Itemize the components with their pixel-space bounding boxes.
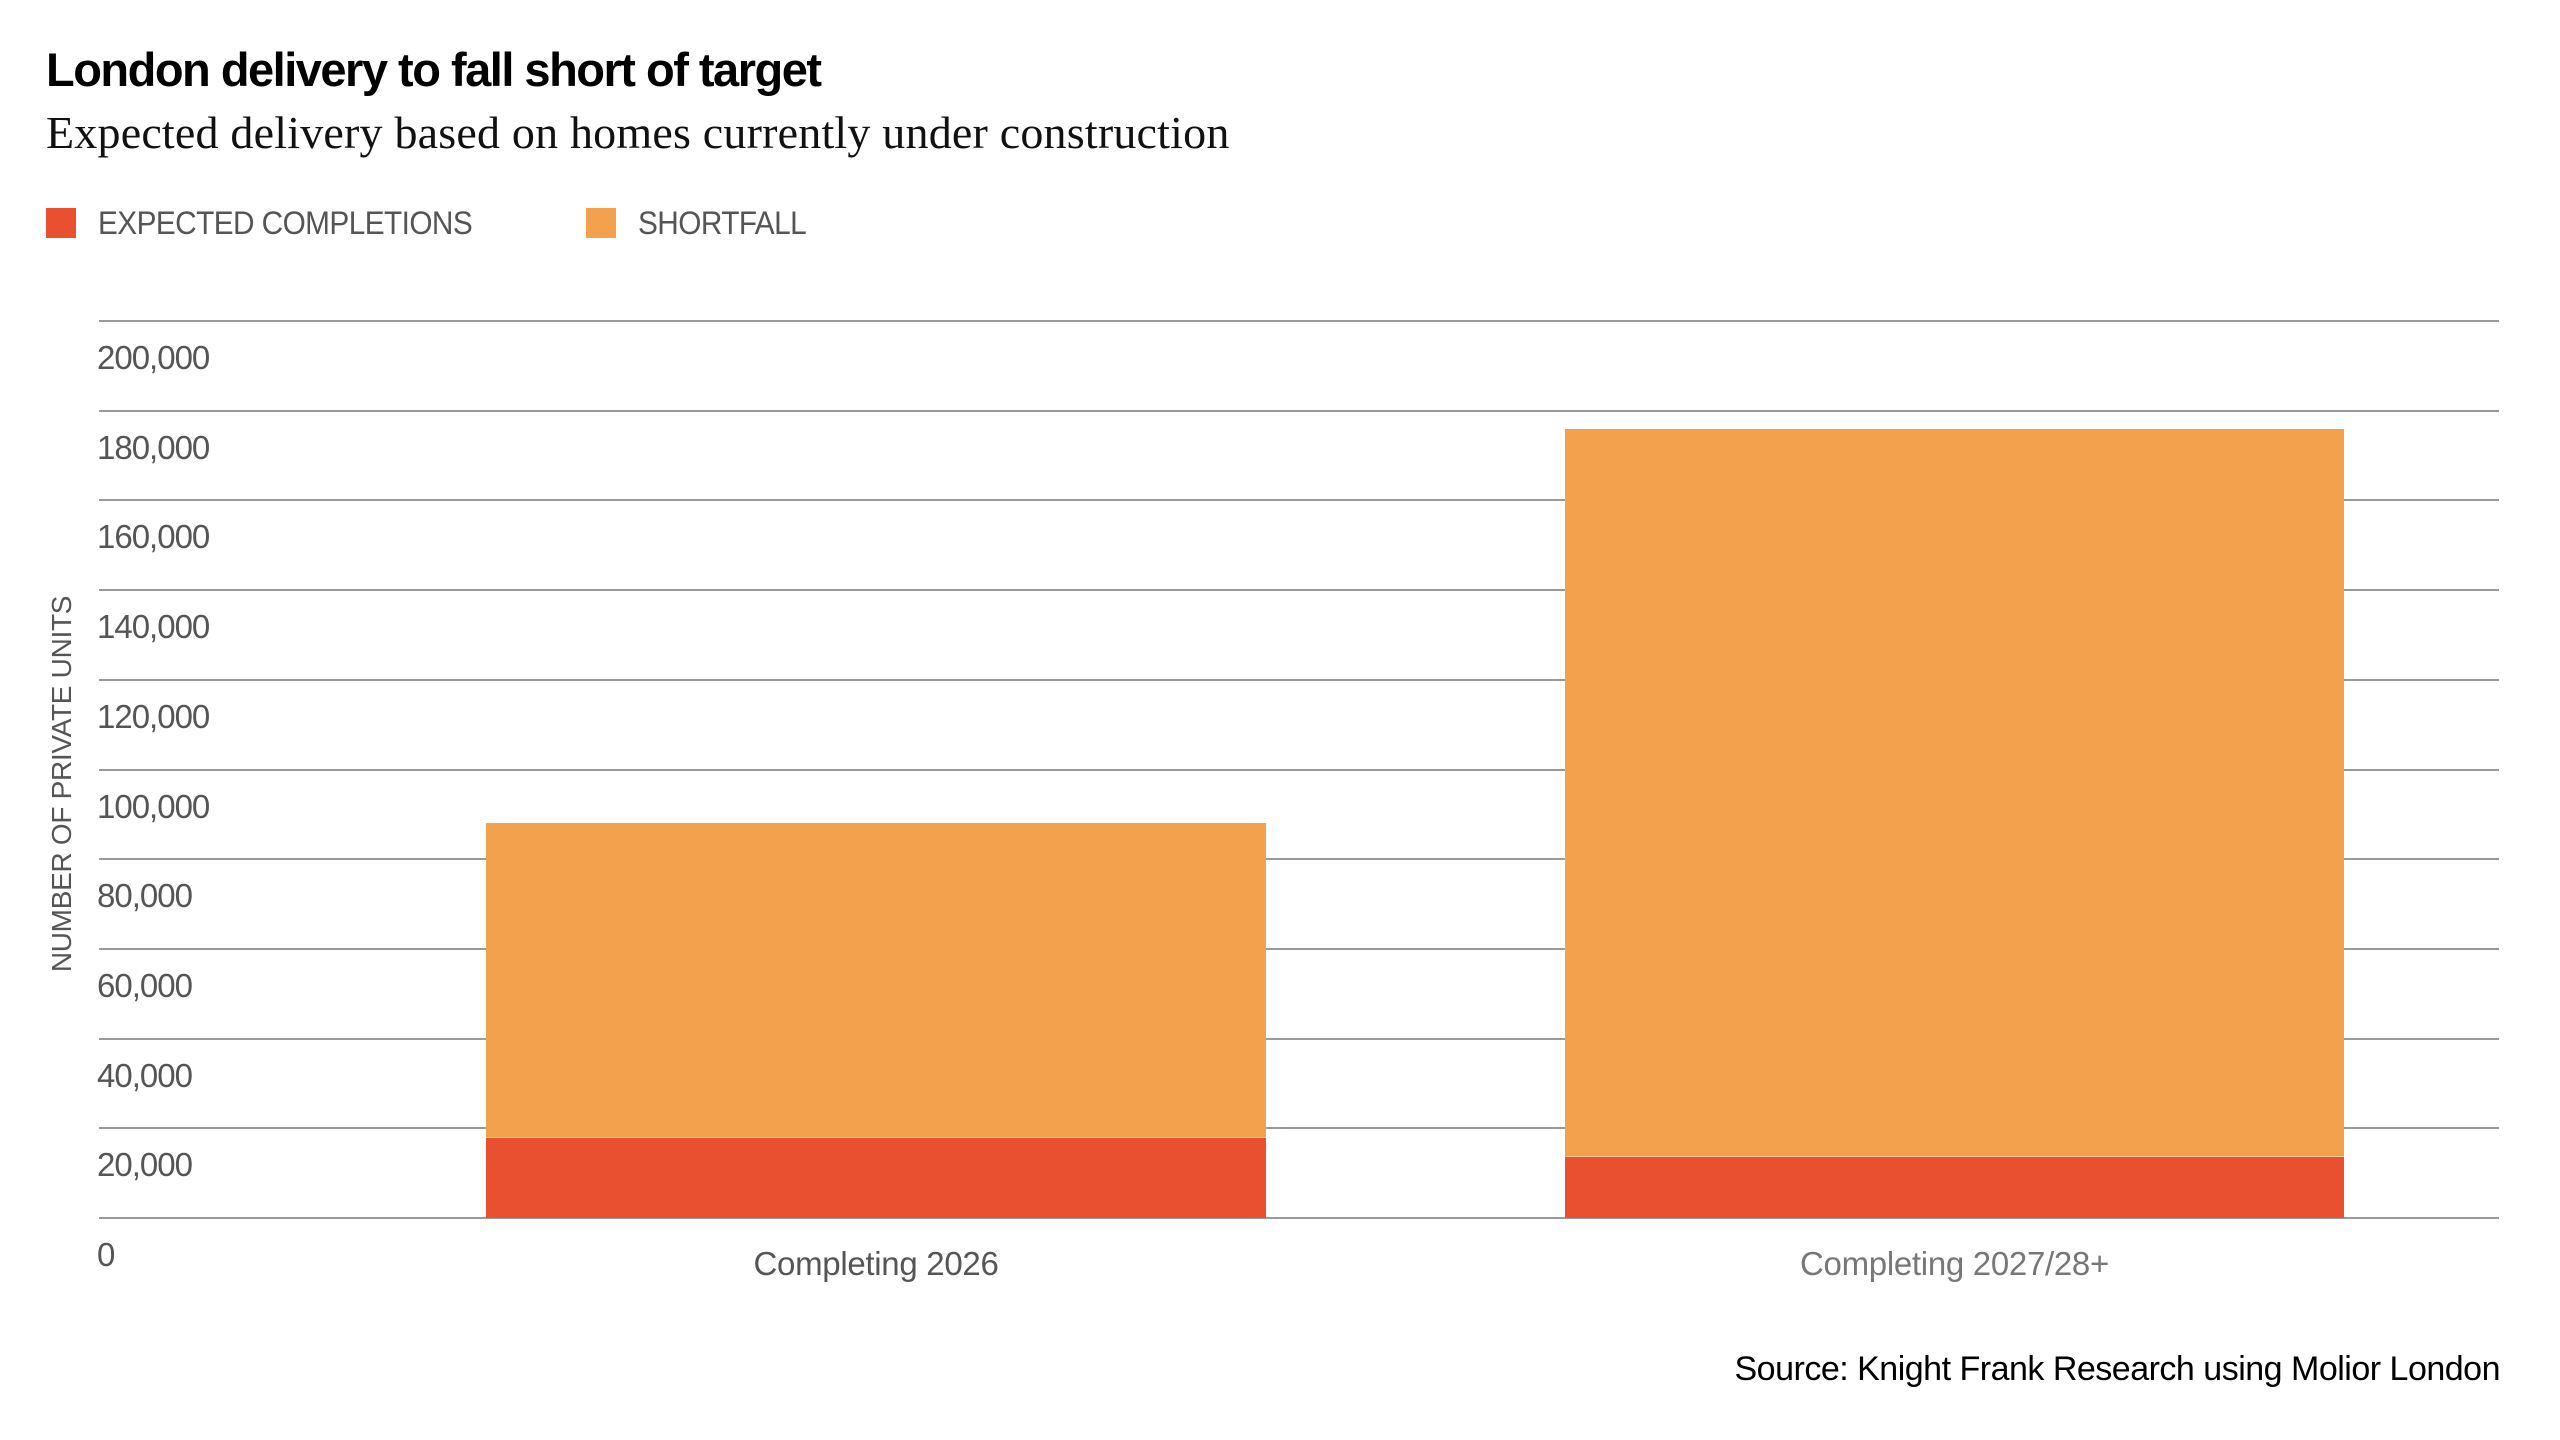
y-tick-label: 40,000 bbox=[97, 1057, 193, 1094]
legend-label: EXPECTED COMPLETIONS bbox=[98, 204, 473, 241]
chart-subtitle: Expected delivery based on homes current… bbox=[46, 107, 1230, 158]
y-tick-label: 140,000 bbox=[97, 608, 210, 645]
x-axis-baseline bbox=[99, 1217, 2499, 1219]
y-tick-label: 120,000 bbox=[97, 698, 210, 735]
gridline bbox=[99, 858, 2499, 860]
source-note: Source: Knight Frank Research using Moli… bbox=[1734, 1350, 2501, 1388]
bar-segment-expected-completions bbox=[1565, 1155, 2344, 1218]
gridline bbox=[99, 679, 2499, 681]
y-tick-label: 180,000 bbox=[97, 429, 210, 466]
gridline bbox=[99, 320, 2499, 322]
y-tick-label: 20,000 bbox=[97, 1146, 193, 1183]
gridline bbox=[99, 589, 2499, 591]
y-tick-label: 60,000 bbox=[97, 967, 193, 1004]
legend-item-expected-completions: EXPECTED COMPLETIONS bbox=[46, 204, 500, 241]
y-tick-label: 0 bbox=[97, 1236, 115, 1273]
legend-item-shortfall: SHORTFALL bbox=[586, 204, 819, 241]
y-tick-label: 160,000 bbox=[97, 518, 210, 555]
y-tick-label: 80,000 bbox=[97, 877, 193, 914]
gridline bbox=[99, 410, 2499, 412]
x-category-label: Completing 2027/28+ bbox=[1800, 1245, 2109, 1282]
gridline bbox=[99, 1127, 2499, 1129]
legend-swatch-expected-completions bbox=[46, 208, 76, 238]
x-category-label: Completing 2026 bbox=[753, 1245, 999, 1282]
gridline bbox=[99, 769, 2499, 771]
y-tick-label: 200,000 bbox=[97, 339, 210, 376]
bar-segment-shortfall bbox=[486, 823, 1266, 1138]
gridline bbox=[99, 499, 2499, 501]
chart-title: London delivery to fall short of target bbox=[46, 43, 822, 96]
gridline bbox=[99, 1038, 2499, 1040]
y-tick-label: 100,000 bbox=[97, 788, 210, 825]
legend-swatch-shortfall bbox=[586, 208, 616, 238]
bar-segment-shortfall bbox=[1565, 429, 2344, 1157]
bar-segment-expected-completions bbox=[486, 1137, 1266, 1218]
legend-label: SHORTFALL bbox=[638, 204, 807, 241]
y-axis-title: NUMBER OF PRIVATE UNITS bbox=[46, 595, 77, 973]
gridline bbox=[99, 948, 2499, 950]
